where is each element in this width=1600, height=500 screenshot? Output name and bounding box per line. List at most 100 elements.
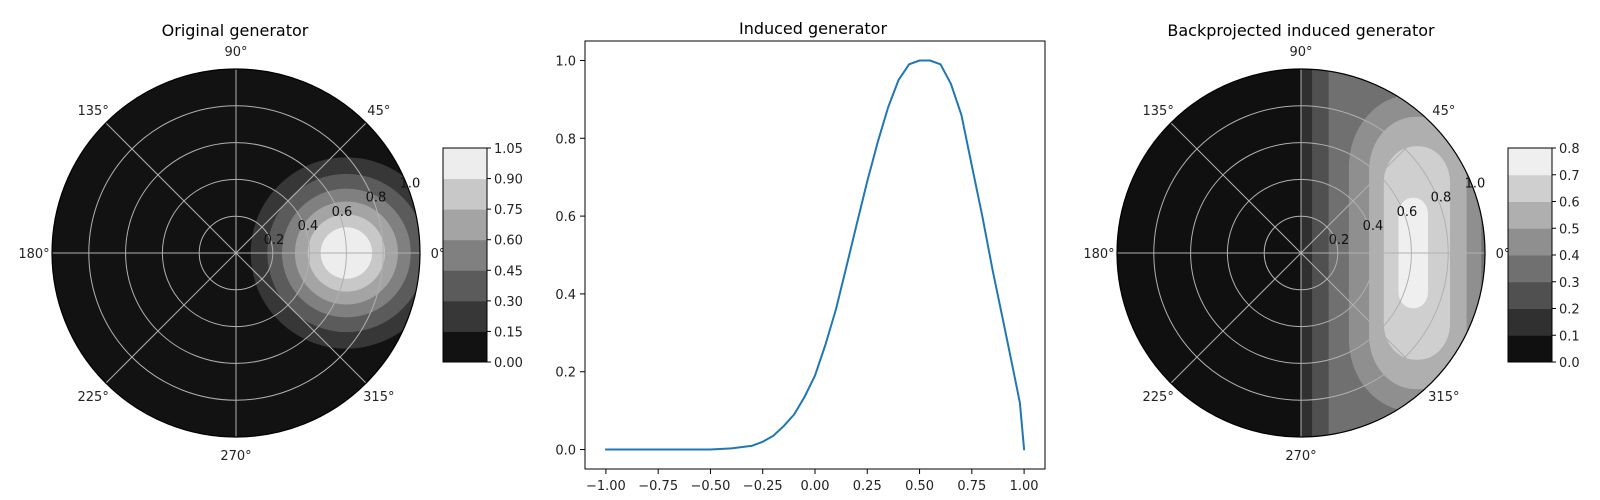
induced-generator-panel: Induced generator −1.00 −0.75 −0.50 −0.25 0.… bbox=[555, 19, 1046, 494]
colorbar-tick-label: 0.5 bbox=[1559, 222, 1580, 237]
angular-gridline bbox=[105, 122, 237, 254]
x-tick-label: 0.25 bbox=[853, 479, 882, 494]
radius-tick-label: 1.0 bbox=[400, 177, 421, 192]
x-tick-label: 0.75 bbox=[957, 479, 986, 494]
colorbar-tick-label: 0.75 bbox=[494, 203, 523, 218]
radius-tick-label: 0.6 bbox=[1397, 205, 1418, 220]
plot-frame bbox=[584, 40, 1046, 470]
angle-tick-label: 0° bbox=[1496, 247, 1511, 262]
y-tick-label: 0.0 bbox=[555, 444, 576, 459]
angular-gridline bbox=[105, 252, 237, 384]
colorbar-tick-label: 0.7 bbox=[1559, 169, 1580, 184]
angle-tick-label: 270° bbox=[1285, 449, 1316, 464]
colorbar-tick-label: 0.6 bbox=[1559, 196, 1580, 211]
y-tick-label: 0.6 bbox=[555, 210, 576, 225]
x-tick-label: 0.00 bbox=[801, 479, 830, 494]
angle-tick-label: 180° bbox=[1083, 247, 1114, 262]
original-generator-title: Original generator bbox=[162, 21, 309, 40]
x-tick-label: −0.25 bbox=[743, 479, 783, 494]
angle-tick-label: 45° bbox=[1432, 104, 1455, 119]
colorbar-band bbox=[443, 209, 487, 241]
colorbar-band bbox=[443, 331, 487, 363]
colorbar-band bbox=[443, 300, 487, 332]
colorbar-tick-label: 0.2 bbox=[1559, 303, 1580, 318]
original-generator-polar-plot: 0° 45° 90° 135° 180° 225° 270° 315° 0.2 0.4 0.6 0.8… bbox=[18, 45, 445, 464]
angular-gridline bbox=[235, 252, 367, 384]
angle-tick-label: 315° bbox=[363, 390, 394, 405]
angle-tick-label: 315° bbox=[1428, 390, 1459, 405]
angular-gridline bbox=[1170, 252, 1302, 384]
colorbar-tick-label: 0.0 bbox=[1559, 356, 1580, 371]
y-tick-label: 0.2 bbox=[555, 366, 576, 381]
y-tick-label: 0.8 bbox=[555, 132, 576, 147]
polar-frame bbox=[51, 68, 421, 438]
angle-tick-label: 45° bbox=[367, 104, 390, 119]
colorbar-band bbox=[443, 178, 487, 210]
angle-tick-label: 90° bbox=[224, 45, 247, 60]
colorbar-tick-label: 0.00 bbox=[494, 356, 523, 371]
colorbar-tick-label: 0.8 bbox=[1559, 142, 1580, 157]
angular-gridline bbox=[1170, 122, 1302, 254]
angular-gridline bbox=[1300, 252, 1432, 384]
backprojected-generator-title: Backprojected induced generator bbox=[1167, 21, 1435, 40]
colorbar-band bbox=[1508, 255, 1552, 283]
angle-tick-label: 225° bbox=[1143, 390, 1174, 405]
radius-tick-label: 0.4 bbox=[1363, 219, 1384, 234]
backprojected-generator-colorbar: 0.0 0.1 0.2 0.3 0.4 0.5 0.6 0.7 0.8 bbox=[1507, 142, 1580, 371]
y-tick-label: 1.0 bbox=[555, 54, 576, 69]
colorbar-band bbox=[1508, 148, 1552, 176]
colorbar-tick-label: 0.90 bbox=[494, 173, 523, 188]
colorbar-band bbox=[1508, 308, 1552, 336]
colorbar-frame bbox=[442, 147, 488, 363]
induced-generator-title: Induced generator bbox=[739, 19, 887, 38]
polar-frame bbox=[1116, 68, 1486, 438]
colorbar-band bbox=[1508, 174, 1552, 202]
x-tick-label: 0.50 bbox=[905, 479, 934, 494]
colorbar-band bbox=[1508, 228, 1552, 256]
colorbar-band bbox=[443, 270, 487, 302]
angle-tick-label: 90° bbox=[1289, 45, 1312, 60]
radius-tick-label: 0.4 bbox=[298, 219, 319, 234]
colorbar-tick-label: 0.3 bbox=[1559, 276, 1580, 291]
radius-tick-label: 1.0 bbox=[1465, 177, 1486, 192]
radius-tick-label: 0.6 bbox=[332, 205, 353, 220]
original-generator-panel: Original generator 0° 45° 90° 135° 180° 225° 2… bbox=[18, 21, 523, 464]
angle-tick-label: 0° bbox=[431, 247, 446, 262]
x-tick-label: −1.00 bbox=[586, 479, 626, 494]
angle-tick-label: 135° bbox=[78, 104, 109, 119]
angle-tick-label: 225° bbox=[78, 390, 109, 405]
polar-grid bbox=[1117, 69, 1485, 437]
backprojected-generator-polar-plot: 0° 45° 90° 135° 180° 225° 270° 315° 0.2 0.4 0.6 0.8… bbox=[1083, 45, 1510, 464]
radius-tick-label: 0.8 bbox=[1431, 191, 1452, 206]
colorbar-tick-label: 0.60 bbox=[494, 234, 523, 249]
original-generator-colorbar: 0.00 0.15 0.30 0.45 0.60 0.75 0.90 1.05 bbox=[442, 142, 523, 371]
angle-tick-label: 180° bbox=[18, 247, 49, 262]
colorbar-tick-label: 0.30 bbox=[494, 295, 523, 310]
colorbar-band bbox=[443, 148, 487, 180]
angular-gridline bbox=[235, 122, 367, 254]
colorbar-tick-label: 0.4 bbox=[1559, 249, 1580, 264]
radius-tick-label: 0.8 bbox=[366, 191, 387, 206]
x-tick-label: −0.50 bbox=[691, 479, 731, 494]
induced-generator-line-plot: −1.00 −0.75 −0.50 −0.25 0.00 0.25 0.50 0.75 1.00… bbox=[555, 40, 1046, 494]
colorbar-tick-label: 0.1 bbox=[1559, 329, 1580, 344]
colorbar-tick-label: 1.05 bbox=[494, 142, 523, 157]
backprojected-generator-panel: Backprojected induced generator 0° 45° 90°… bbox=[1083, 21, 1579, 464]
polar-grid bbox=[52, 69, 420, 437]
angle-tick-label: 270° bbox=[220, 449, 251, 464]
angular-gridline bbox=[1300, 122, 1432, 254]
colorbar-band bbox=[1508, 201, 1552, 229]
radius-tick-label: 0.2 bbox=[264, 233, 285, 248]
radius-tick-label: 0.2 bbox=[1329, 233, 1350, 248]
y-tick-label: 0.4 bbox=[555, 288, 576, 303]
colorbar-band bbox=[1508, 335, 1552, 363]
colorbar-tick-label: 0.15 bbox=[494, 325, 523, 340]
angle-tick-label: 135° bbox=[1143, 104, 1174, 119]
colorbar-tick-label: 0.45 bbox=[494, 264, 523, 279]
series-line bbox=[604, 59, 1026, 451]
x-tick-label: 1.00 bbox=[1010, 479, 1039, 494]
colorbar-band bbox=[443, 239, 487, 271]
colorbar-band bbox=[1508, 281, 1552, 309]
